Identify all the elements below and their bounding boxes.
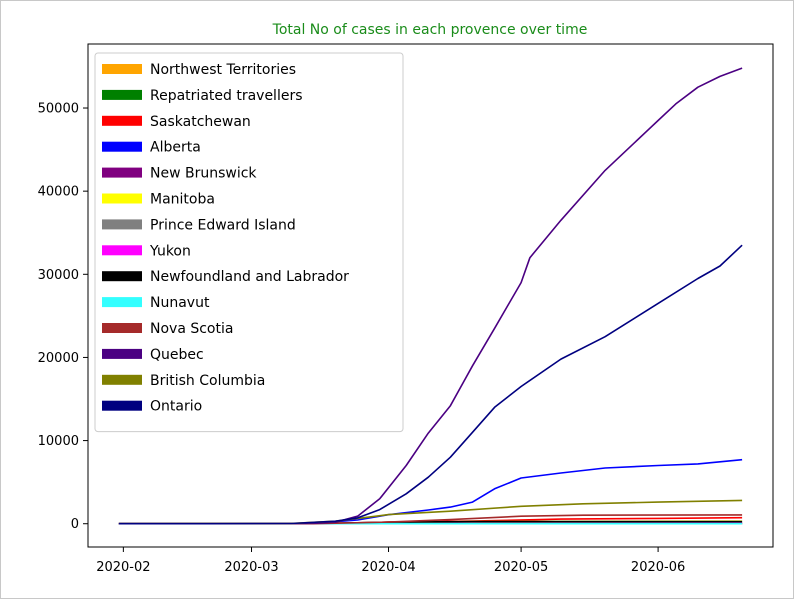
- legend-swatch: [102, 271, 142, 282]
- series-line-quebec: [118, 67, 743, 525]
- legend-label: Prince Edward Island: [150, 217, 296, 233]
- legend-swatch: [102, 89, 142, 100]
- y-tick-label: 40000: [38, 185, 79, 200]
- legend-label: Alberta: [150, 140, 201, 156]
- y-tick-label: 0: [71, 517, 79, 532]
- legend-label: Northwest Territories: [150, 62, 296, 78]
- legend-label: Nunavut: [150, 295, 210, 311]
- plot-area-frame: [87, 43, 774, 548]
- legend-swatch: [102, 348, 142, 359]
- y-tick-label: 10000: [38, 434, 79, 449]
- legend-swatch: [102, 297, 142, 308]
- legend-label: New Brunswick: [150, 166, 257, 182]
- legend-label: Nova Scotia: [150, 321, 233, 337]
- legend-swatch: [102, 245, 142, 256]
- x-tick-label: 2020-05: [494, 560, 548, 575]
- series-line-alberta: [118, 458, 743, 525]
- legend-label: Manitoba: [150, 192, 215, 208]
- legend-label: Yukon: [149, 243, 191, 259]
- legend-label: Newfoundland and Labrador: [150, 269, 349, 285]
- legend-label: British Columbia: [150, 373, 265, 389]
- y-tick-label: 50000: [38, 102, 79, 117]
- legend-label: Saskatchewan: [150, 114, 251, 130]
- x-tick-label: 2020-02: [96, 560, 150, 575]
- chart-title: Total No of cases in each provence over …: [272, 22, 588, 38]
- legend-swatch: [102, 400, 142, 411]
- legend-swatch: [102, 115, 142, 126]
- legend-swatch: [102, 219, 142, 230]
- legend-swatch: [102, 193, 142, 204]
- y-tick-label: 30000: [38, 268, 79, 283]
- series-line-ontario: [118, 244, 743, 525]
- x-tick-label: 2020-04: [361, 560, 415, 575]
- legend-label: Ontario: [150, 399, 202, 415]
- legend-swatch: [102, 323, 142, 333]
- legend-swatch: [102, 64, 142, 74]
- legend-swatch: [102, 141, 142, 152]
- x-tick-label: 2020-06: [631, 560, 685, 575]
- legend-label: Quebec: [150, 347, 204, 363]
- legend-swatch: [102, 167, 142, 178]
- legend-swatch: [102, 374, 142, 385]
- legend-box: [94, 52, 404, 433]
- legend-label: Repatriated travellers: [150, 88, 303, 104]
- x-tick-label: 2020-03: [224, 560, 278, 575]
- y-tick-label: 20000: [38, 351, 79, 366]
